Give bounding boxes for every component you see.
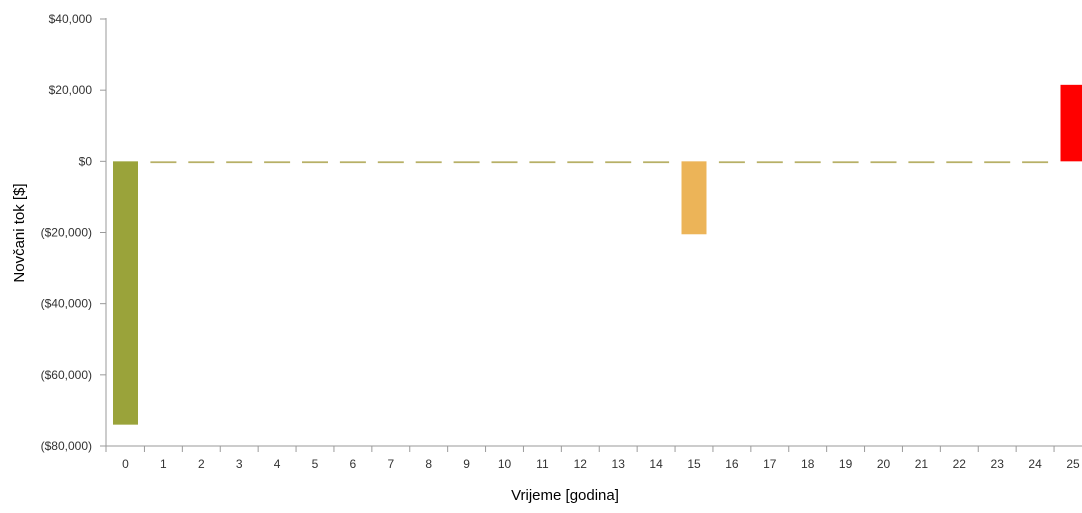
x-tick-label: 2	[198, 457, 205, 471]
bar-year-10	[492, 161, 518, 163]
bar-year-12	[567, 161, 593, 163]
x-tick-label: 15	[687, 457, 701, 471]
x-tick-label: 7	[387, 457, 394, 471]
y-tick-label: ($40,000)	[41, 297, 92, 311]
bar-year-14	[643, 161, 669, 163]
bar-year-16	[719, 161, 745, 163]
bar-year-6	[340, 161, 366, 163]
bar-year-3	[226, 161, 252, 163]
bar-year-22	[946, 161, 972, 163]
x-tick-label: 10	[498, 457, 512, 471]
bars-layer	[113, 85, 1082, 425]
x-tick-label: 22	[953, 457, 967, 471]
bar-year-5	[302, 161, 328, 163]
bar-year-18	[795, 161, 821, 163]
bar-year-1	[150, 161, 176, 163]
x-tick-label: 17	[763, 457, 777, 471]
bar-year-23	[984, 161, 1010, 163]
x-tick-label: 5	[312, 457, 319, 471]
x-tick-label: 20	[877, 457, 891, 471]
bar-year-17	[757, 161, 783, 163]
bar-year-7	[378, 161, 404, 163]
x-tick-label: 1	[160, 457, 167, 471]
bar-year-2	[188, 161, 214, 163]
y-tick-label: $40,000	[49, 12, 93, 26]
x-tick-label: 0	[122, 457, 129, 471]
y-tick-label: $20,000	[49, 83, 93, 97]
y-axis-title: Novčani tok [$]	[11, 183, 28, 282]
bar-year-9	[454, 161, 480, 163]
y-tick-label: $0	[79, 154, 93, 168]
x-tick-label: 24	[1028, 457, 1042, 471]
bar-year-25	[1061, 85, 1082, 162]
bar-year-15	[682, 161, 707, 234]
x-tick-label: 18	[801, 457, 815, 471]
bar-year-19	[833, 161, 859, 163]
x-tick-label: 4	[274, 457, 281, 471]
bar-year-0	[113, 161, 138, 424]
x-tick-label: 14	[649, 457, 663, 471]
x-axis-title: Vrijeme [godina]	[511, 487, 619, 504]
y-ticks: $40,000 $20,000 $0 ($20,000) ($40,000) ($60,0…	[41, 12, 106, 453]
x-tick-label: 16	[725, 457, 739, 471]
x-tick-label: 8	[425, 457, 432, 471]
bar-year-20	[871, 161, 897, 163]
x-tick-label: 19	[839, 457, 853, 471]
x-tick-label: 25	[1066, 457, 1080, 471]
y-tick-label: ($80,000)	[41, 439, 92, 453]
x-tick-label: 12	[574, 457, 588, 471]
axes-layer	[106, 18, 1082, 446]
bar-year-21	[908, 161, 934, 163]
x-tick-label: 11	[536, 457, 549, 471]
y-tick-label: ($60,000)	[41, 368, 92, 382]
x-tick-label: 21	[915, 457, 929, 471]
bar-year-8	[416, 161, 442, 163]
bar-year-11	[529, 161, 555, 163]
bar-year-4	[264, 161, 290, 163]
x-tick-label: 3	[236, 457, 243, 471]
y-tick-label: ($20,000)	[41, 226, 92, 240]
x-tick-label: 23	[991, 457, 1005, 471]
bar-year-13	[605, 161, 631, 163]
bar-year-24	[1022, 161, 1048, 163]
x-tick-label: 13	[612, 457, 626, 471]
x-tick-label: 9	[463, 457, 470, 471]
x-tick-label: 6	[350, 457, 357, 471]
